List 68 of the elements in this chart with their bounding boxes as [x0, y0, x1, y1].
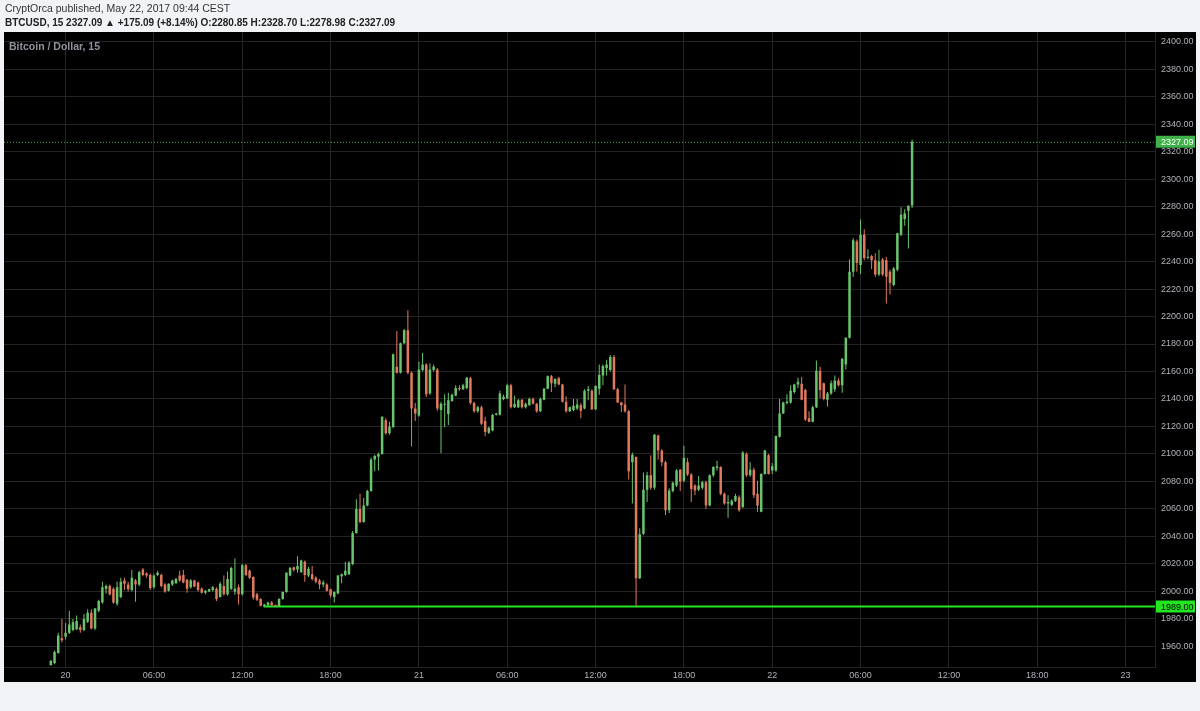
- y-tick-label: 2320.00: [1161, 146, 1194, 157]
- candlestick: [885, 256, 888, 304]
- x-tick-label: 12:00: [584, 669, 607, 680]
- candlestick: [874, 253, 877, 277]
- candlestick: [697, 475, 700, 492]
- y-tick-label: 2380.00: [1161, 63, 1194, 74]
- candlestick: [447, 392, 450, 426]
- candlestick: [270, 601, 273, 606]
- y-tick-label: 2340.00: [1161, 118, 1194, 129]
- y-tick-label: 2400.00: [1161, 36, 1194, 47]
- candlestick: [550, 374, 553, 393]
- candlestick: [377, 452, 380, 471]
- y-tick-label: 2240.00: [1161, 256, 1194, 267]
- y-tick-label: 2000.00: [1161, 585, 1194, 596]
- y-tick-label: 2260.00: [1161, 228, 1194, 239]
- y-tick-label: 2120.00: [1161, 420, 1194, 431]
- y-tick-label: 2080.00: [1161, 475, 1194, 486]
- candlestick: [686, 458, 689, 476]
- y-tick-label: 2100.00: [1161, 448, 1194, 459]
- data-label: 1989.00: [1161, 601, 1194, 612]
- candlestick: [826, 392, 829, 407]
- candlestick: [318, 579, 321, 590]
- y-tick-label: 2180.00: [1161, 338, 1194, 349]
- candlestick: [907, 205, 910, 249]
- candlestick: [233, 558, 237, 595]
- y-tick-label: 2160.00: [1161, 365, 1194, 376]
- y-tick-label: 2220.00: [1161, 283, 1194, 294]
- candlestick: [79, 624, 82, 633]
- y-tick-label: 2300.00: [1161, 173, 1194, 184]
- chart-subtitle: BTCUSD, 15 2327.09 ▲ +175.09 (+8.14%) O:2280.85 H:2328.70 L:2278.98 C:2327.09: [5, 17, 396, 29]
- y-tick-label: 2280.00: [1161, 201, 1194, 212]
- y-tick-label: 2060.00: [1161, 503, 1194, 514]
- candlestick: [68, 610, 71, 635]
- candlestick: [274, 604, 277, 607]
- y-tick-label: 2020.00: [1161, 558, 1194, 569]
- y-tick-label: 2140.00: [1161, 393, 1194, 404]
- x-tick-label: 18:00: [319, 669, 342, 680]
- y-tick-label: 2360.00: [1161, 91, 1194, 102]
- candlestick: [631, 452, 634, 504]
- text: Bitcoin / Dollar, 15: [9, 40, 101, 52]
- y-tick-label: 1960.00: [1161, 640, 1194, 651]
- candlestick: [837, 378, 840, 387]
- candlestick: [734, 493, 737, 503]
- candlestick: [263, 603, 266, 607]
- candlestick: [410, 371, 413, 447]
- candlestick: [123, 577, 126, 591]
- x-tick-label: 12:00: [230, 669, 254, 680]
- x-tick-label: 12:00: [937, 669, 961, 680]
- y-tick-label: 2200.00: [1161, 311, 1194, 321]
- x-tick-label: 21: [413, 669, 424, 680]
- x-tick-label: 06:00: [495, 669, 519, 680]
- x-tick-label: 22: [767, 669, 778, 680]
- text: CryptOrca published, May 22, 2017 09:44 CEST: [5, 2, 231, 14]
- x-tick-label: 18:00: [672, 669, 696, 680]
- candlestick: [296, 556, 299, 573]
- x-tick-label: 20: [60, 669, 71, 680]
- ref-line-label: 2327.09: [1161, 136, 1194, 147]
- candlestick: [701, 480, 704, 490]
- y-tick-label: 1980.00: [1161, 613, 1194, 624]
- x-tick-label: 23: [1120, 669, 1131, 680]
- x-tick-label: 06:00: [142, 669, 166, 680]
- x-tick-label: 06:00: [849, 669, 872, 680]
- candlestick: [64, 623, 67, 640]
- candlestick: [726, 495, 730, 518]
- candlestick: [193, 579, 196, 588]
- candlestick: [134, 579, 137, 602]
- x-tick-label: 18:00: [1025, 669, 1049, 680]
- y-tick-label: 2040.00: [1161, 530, 1194, 541]
